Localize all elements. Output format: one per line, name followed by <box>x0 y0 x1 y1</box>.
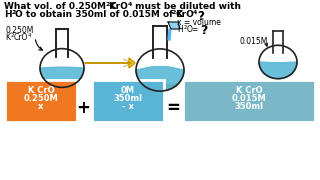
Text: 2: 2 <box>11 33 14 38</box>
Text: - x: - x <box>122 102 134 111</box>
Text: CrO: CrO <box>110 2 129 11</box>
Polygon shape <box>153 26 167 58</box>
Text: H: H <box>4 10 12 19</box>
Text: K CrO: K CrO <box>28 86 54 95</box>
Text: 0.250M: 0.250M <box>24 94 58 103</box>
Polygon shape <box>45 80 79 87</box>
FancyArrowPatch shape <box>265 43 268 46</box>
Text: CrO: CrO <box>14 33 28 42</box>
Polygon shape <box>143 84 177 91</box>
FancyArrowPatch shape <box>36 40 43 50</box>
Text: 350ml: 350ml <box>114 94 142 103</box>
Text: x = volume: x = volume <box>177 18 221 27</box>
Text: 2: 2 <box>106 2 110 7</box>
Text: x: x <box>38 102 44 111</box>
Text: 4: 4 <box>28 33 31 38</box>
Text: 2: 2 <box>184 25 188 30</box>
Text: 0M: 0M <box>121 86 135 95</box>
Text: H: H <box>177 25 183 34</box>
Text: O to obtain 350ml of 0.015M of K: O to obtain 350ml of 0.015M of K <box>15 10 183 19</box>
Text: 0.250M: 0.250M <box>5 26 33 35</box>
Polygon shape <box>273 31 283 53</box>
Polygon shape <box>259 62 297 79</box>
Text: CrO: CrO <box>176 10 195 19</box>
Polygon shape <box>136 67 184 91</box>
Polygon shape <box>85 58 135 68</box>
Polygon shape <box>168 29 171 40</box>
Text: 0.015M: 0.015M <box>232 94 266 103</box>
Text: 2: 2 <box>172 10 176 15</box>
Text: must be diluted with: must be diluted with <box>132 2 241 11</box>
FancyBboxPatch shape <box>92 80 164 122</box>
Text: 2: 2 <box>11 10 15 15</box>
Text: 0.015M: 0.015M <box>240 37 268 46</box>
Text: O=: O= <box>187 25 199 34</box>
FancyBboxPatch shape <box>183 80 315 122</box>
Text: 4: 4 <box>193 10 197 15</box>
Polygon shape <box>40 67 84 87</box>
Polygon shape <box>168 22 180 29</box>
Text: 4: 4 <box>128 2 132 7</box>
Text: +: + <box>76 99 90 117</box>
Text: K: K <box>5 33 10 42</box>
Text: What vol. of 0.250M K: What vol. of 0.250M K <box>4 2 116 11</box>
Text: 350ml: 350ml <box>235 102 263 111</box>
Text: K CrO: K CrO <box>236 86 262 95</box>
Polygon shape <box>56 29 68 57</box>
Text: ?: ? <box>200 24 207 37</box>
Text: ?: ? <box>197 10 204 23</box>
FancyBboxPatch shape <box>5 80 77 122</box>
Text: =: = <box>166 99 180 117</box>
